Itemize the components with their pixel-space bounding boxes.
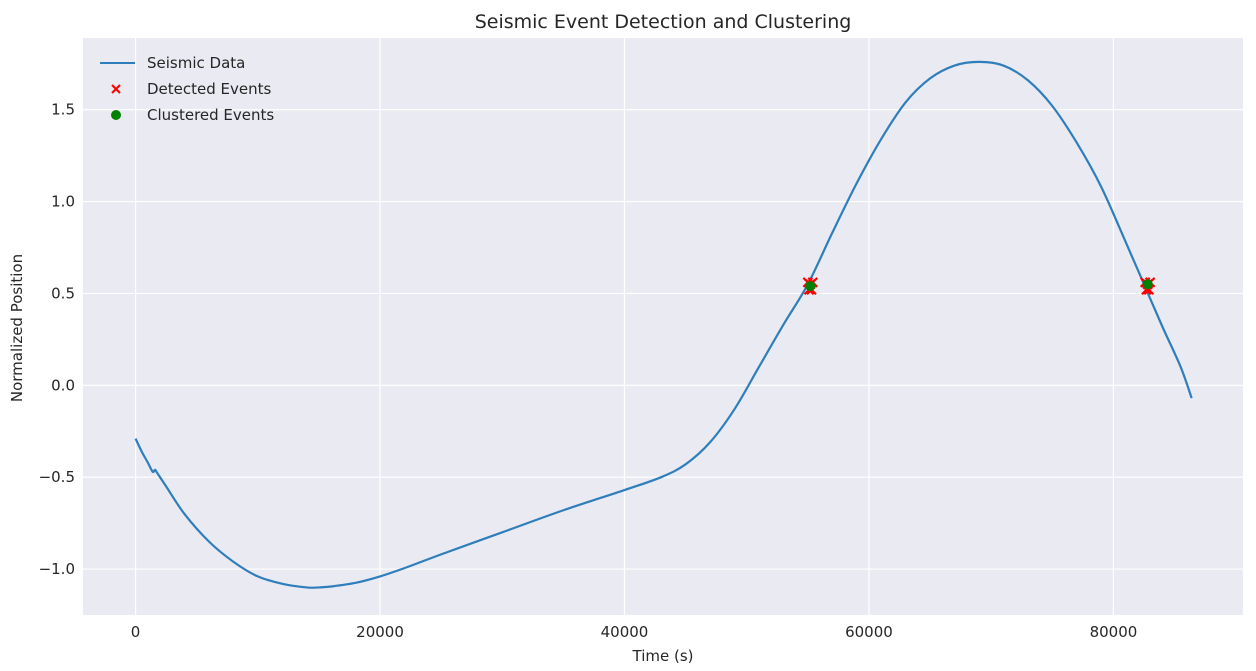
x-tick-label: 40000 <box>601 623 649 641</box>
series-clustered-events <box>805 279 1153 292</box>
legend-label-clustered-events: Clustered Events <box>147 106 274 124</box>
y-axis-label: Normalized Position <box>8 254 26 402</box>
y-tick-label: −0.5 <box>39 468 75 486</box>
chart-title: Seismic Event Detection and Clustering <box>475 11 852 33</box>
x-tick-label: 80000 <box>1090 623 1138 641</box>
y-tick-label: 1.0 <box>51 193 75 211</box>
clustered-event-point <box>805 281 816 292</box>
seismic-data-line <box>134 60 1193 589</box>
legend-x-marker-icon <box>111 84 121 94</box>
legend-dot-marker-icon <box>111 110 121 120</box>
legend: Seismic Data Detected Events Clustered E… <box>100 54 274 124</box>
x-axis-label: Time (s) <box>632 647 694 665</box>
grid <box>83 38 1243 615</box>
y-tick-label: −1.0 <box>39 560 75 578</box>
legend-label-detected-events: Detected Events <box>147 80 272 98</box>
y-tick-label: 0.5 <box>51 284 75 302</box>
x-tick-label: 0 <box>131 623 141 641</box>
clustered-event-point <box>1142 279 1153 290</box>
x-tick-label: 20000 <box>356 623 404 641</box>
y-tick-label: 0.0 <box>51 376 75 394</box>
x-axis: 0 20000 40000 60000 80000 <box>131 623 1138 641</box>
plot-background <box>83 38 1243 615</box>
x-tick-label: 60000 <box>845 623 893 641</box>
legend-label-seismic-data: Seismic Data <box>147 54 245 72</box>
y-axis: −1.0 −0.5 0.0 0.5 1.0 1.5 <box>39 101 75 578</box>
series-seismic-data <box>134 60 1193 589</box>
y-tick-label: 1.5 <box>51 101 75 119</box>
